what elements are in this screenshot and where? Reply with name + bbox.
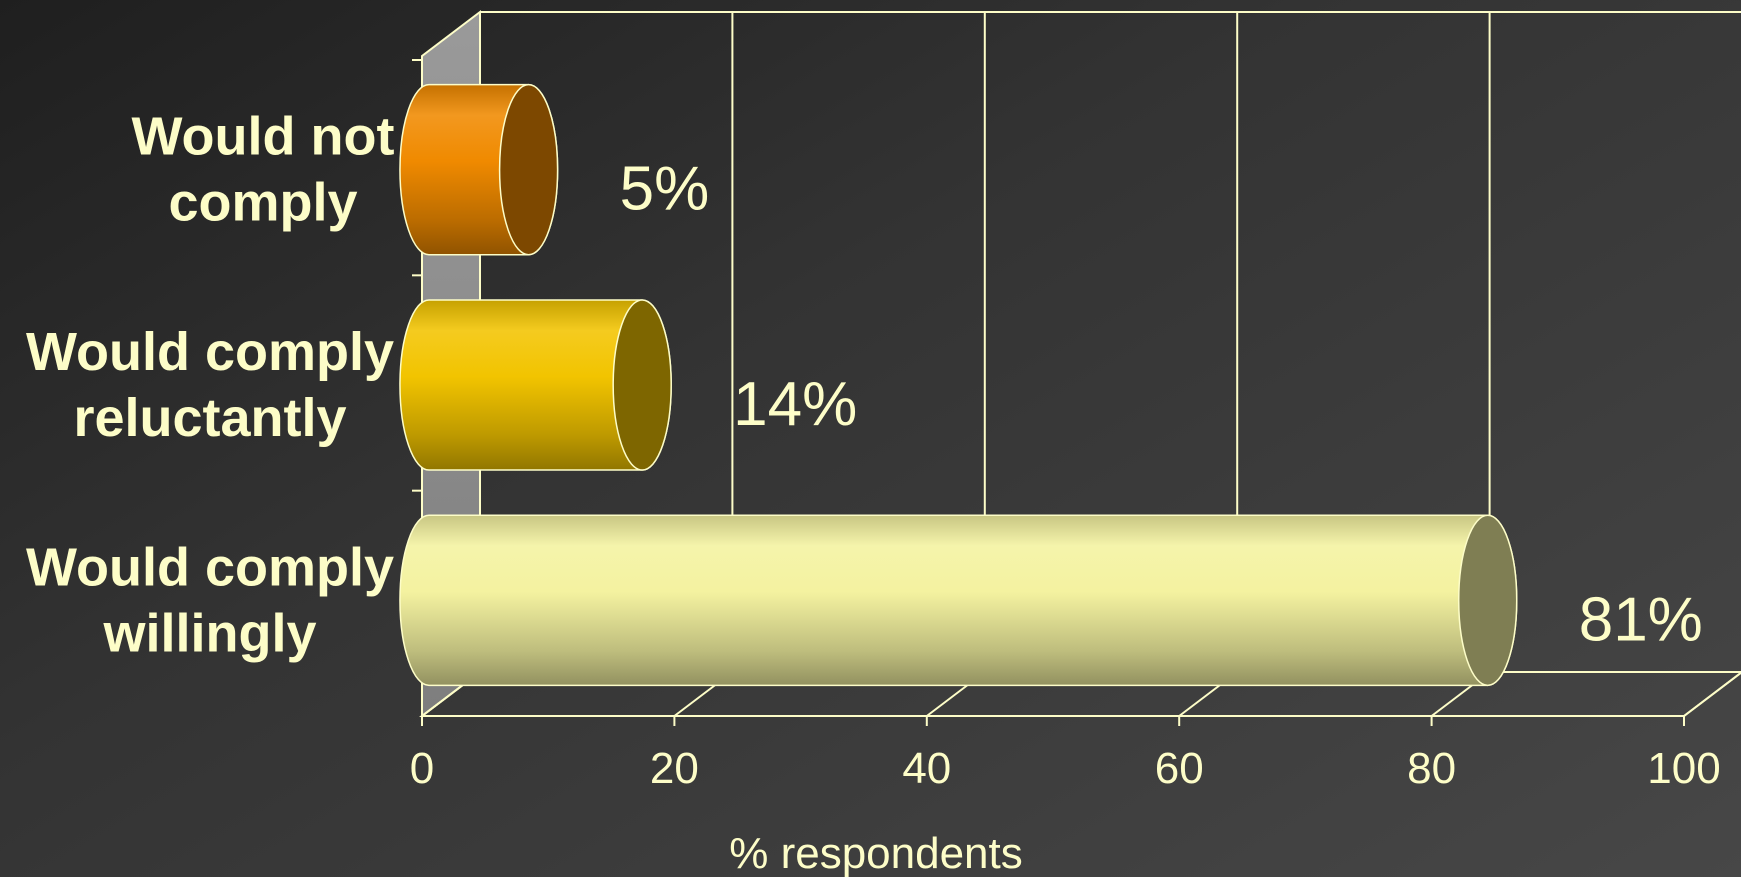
data-labels: 5% 14% 81% <box>620 155 1703 655</box>
x-axis-ticks: 0 20 40 60 80 100 <box>410 59 1721 793</box>
tick-label-40: 40 <box>902 744 951 793</box>
bar-0 <box>399 83 559 256</box>
tick-label-60: 60 <box>1155 744 1204 793</box>
tick-label-20: 20 <box>650 744 699 793</box>
bar-1 <box>399 299 672 471</box>
bar-2 <box>399 514 1518 687</box>
bar-cap-0 <box>498 83 559 256</box>
tick-label-100: 100 <box>1647 744 1720 793</box>
bar-body-2 <box>399 514 1518 687</box>
category-label-1: Would comply reluctantly <box>26 322 394 448</box>
data-label-0: 5% <box>620 155 710 224</box>
category-labels: Would not comply Would comply reluctantly Wo… <box>26 107 394 664</box>
floor-line-100 <box>1683 671 1741 717</box>
data-label-2: 81% <box>1579 585 1703 654</box>
category-label-0: Would not comply <box>132 107 395 233</box>
data-label-1: 14% <box>733 370 857 439</box>
x-axis-title: % respondents <box>729 829 1023 877</box>
bar-cap-1 <box>612 299 672 471</box>
bar-cap-2 <box>1457 514 1518 687</box>
tick-label-0: 0 <box>410 744 434 793</box>
tick-label-80: 80 <box>1407 744 1456 793</box>
bars <box>399 83 1518 687</box>
category-label-2: Would comply willingly <box>26 537 394 663</box>
